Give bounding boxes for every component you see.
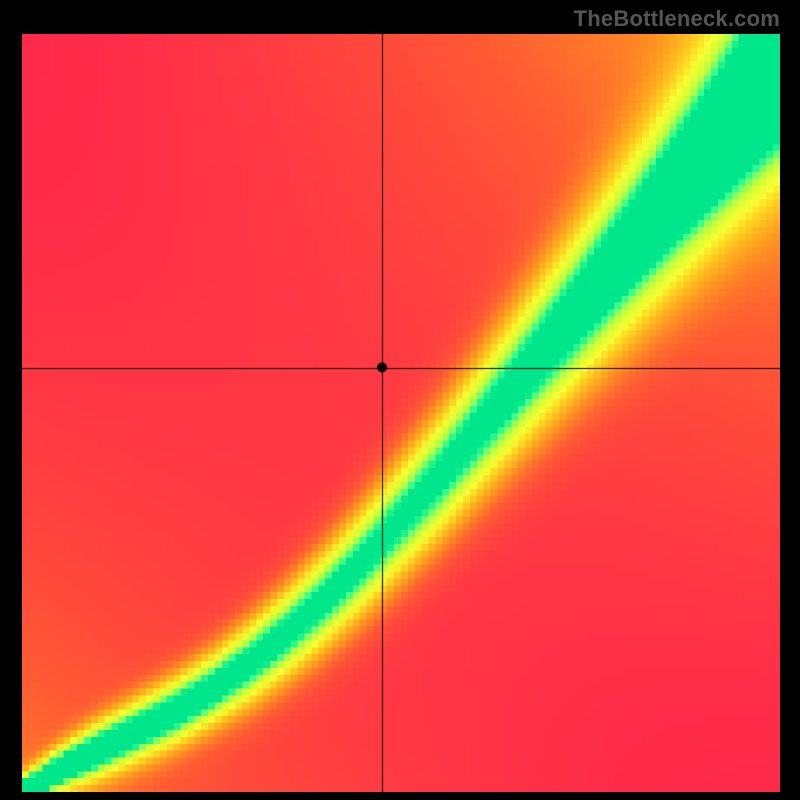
chart-container: TheBottleneck.com bbox=[0, 0, 800, 800]
watermark-text: TheBottleneck.com bbox=[574, 6, 780, 32]
heatmap-canvas bbox=[22, 34, 780, 792]
